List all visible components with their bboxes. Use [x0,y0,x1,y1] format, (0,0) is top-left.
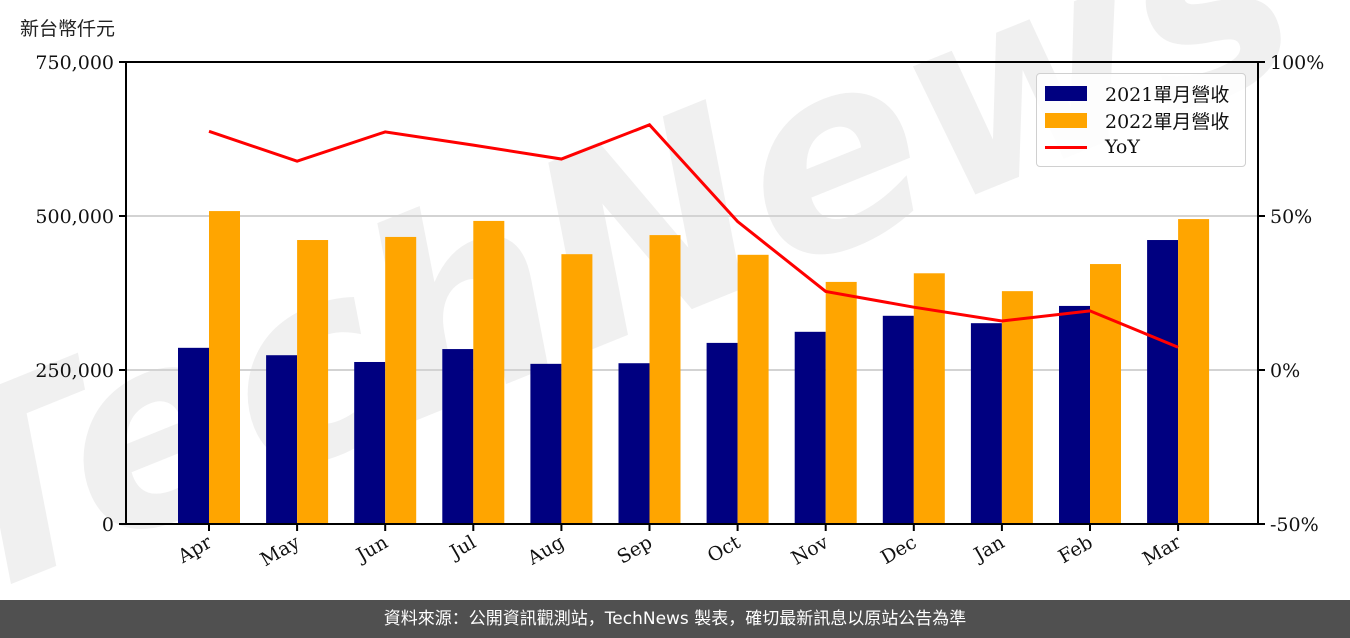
plot-frame [125,61,1259,525]
y2-tick-label: -50% [1270,514,1319,536]
y2-tick-label: 100% [1270,52,1324,74]
axes [125,61,1259,525]
bar-2022單月營收-Nov [825,281,857,524]
left-axis-ticks: 0 250,000 500,000 750,000 [35,52,126,536]
bar-2022單月營收-Jul [473,220,505,525]
right-axis-ticks: -50% 0% 50% 100% [1258,52,1324,536]
bar-2021單月營收-Aug [530,363,562,524]
bar-series [178,211,1210,525]
bar-2021單月營收-Jun [354,361,386,524]
bar-2021單月營收-Sep [618,363,650,524]
bar-2022單月營收-May [297,240,329,525]
y2-tick-label: 0% [1270,360,1300,382]
x-tick-label: Dec [877,531,920,569]
yoy-line [208,123,1179,349]
bar-2022單月營收-Dec [913,273,945,524]
legend-line-yoy [1045,145,1087,149]
bar-2021單月營收-Oct [706,342,738,524]
y-tick-label: 250,000 [35,360,114,382]
legend-label-yoy: YoY [1105,136,1140,158]
x-tick-label: Jun [351,531,392,567]
x-tick-label: Nov [788,531,833,570]
bar-2022單月營收-Apr [209,211,240,524]
x-tick-label: Jan [969,531,1009,567]
bar-2022單月營收-Aug [561,254,593,524]
bar-2022單月營收-Sep [649,235,681,524]
x-tick-label: Aug [523,531,568,570]
legend-label-2021: 2021單月營收 [1105,83,1230,106]
bar-2021單月營收-Nov [794,331,826,524]
bar-2022單月營收-Feb [1090,264,1121,524]
x-tick-label: Oct [704,531,745,567]
bar-2021單月營收-Mar [1147,240,1179,525]
bar-2021單月營收-Jul [442,349,474,524]
bar-2021單月營收-May [266,355,298,524]
legend-swatch-2021 [1045,85,1087,101]
legend-item-2022: 2022單月營收 [1045,107,1229,133]
y-tick-label: 750,000 [35,52,114,74]
x-tick-label: Mar [1139,531,1185,570]
bar-2021單月營收-Jan [970,323,1002,524]
y2-tick-label: 50% [1270,206,1312,228]
bar-2021單月營收-Feb [1059,305,1090,524]
x-tick-label: Jul [445,531,480,564]
x-tick-label: Sep [613,531,656,568]
yoy-line-series [208,123,1179,349]
x-tick-label: Feb [1055,531,1097,568]
legend-item-yoy: YoY [1045,134,1140,160]
bar-2022單月營收-Mar [1178,219,1210,524]
bar-2021單月營收-Dec [882,315,914,524]
chart-legend: 2021單月營收 2022單月營收 YoY [1036,73,1246,167]
y-tick-label: 500,000 [35,206,114,228]
bar-2021單月營收-Apr [178,347,209,524]
x-axis-ticks: Apr May Jun Jul Aug Sep Oct Nov Dec Jan Feb Mar [173,524,1185,571]
y-tick-label: 0 [102,514,114,536]
source-footer: 資料來源：公開資訊觀測站，TechNews 製表，確切最新訊息以原站公告為準 [0,600,1350,638]
y-axis-unit-label: 新台幣仟元 [20,18,116,40]
bar-2022單月營收-Oct [737,254,769,525]
bar-2022單月營收-Jun [385,236,417,524]
legend-label-2022: 2022單月營收 [1105,110,1230,133]
bar-2022單月營收-Jan [1001,291,1033,524]
legend-item-2021: 2021單月營收 [1045,80,1229,106]
legend-swatch-2022 [1045,112,1087,128]
